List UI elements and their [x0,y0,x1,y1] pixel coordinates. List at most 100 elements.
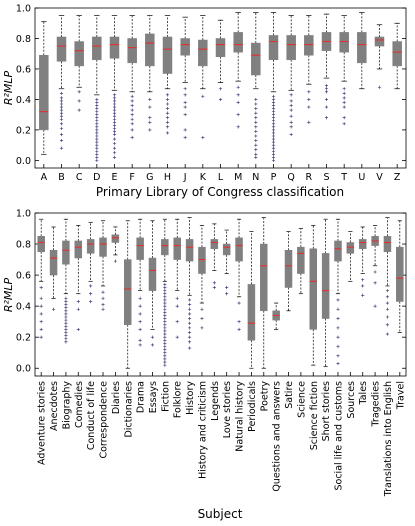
bottom-chart: 0.0 0.2 0.4 0.6 0.8 1.0 Adventure stories Anec… [2,209,407,521]
outlier-point [271,116,276,120]
box-body [111,234,120,243]
outlier-point [95,149,99,153]
outlier-point [289,103,293,108]
box-body [49,250,58,276]
outlier-point [377,85,382,89]
outlier-point [187,330,192,335]
outlier-point [163,304,167,308]
outlier-point [64,337,68,341]
box-body [284,250,293,288]
outlier-point [112,146,117,150]
box-a [39,21,49,155]
outlier-point [271,122,276,126]
outlier-point [236,85,240,89]
outlier-point [112,137,117,141]
box-z [392,22,402,90]
bottom-plot-frame [34,212,407,377]
y-tick-label: 0.0 [16,364,31,375]
outlier-point [336,298,340,302]
x-tick-label: H [164,172,171,183]
x-tick-label: P [271,172,277,183]
outlier-point [59,122,64,126]
outlier-point [336,326,340,330]
x-tick-label: Travel [395,381,406,410]
outlier-point [289,114,293,118]
outlier-point [289,99,293,103]
outlier-point [39,304,43,308]
outlier-point [236,125,240,129]
outlier-point [385,301,390,305]
outlier-point [175,304,179,308]
box-body [215,38,226,58]
box-u [357,12,367,90]
outlier-point [183,105,187,109]
outlier-point [254,143,258,147]
outlier-point [95,137,99,141]
outlier-point [95,134,99,138]
outlier-point [165,131,170,135]
outlier-point [225,292,229,296]
box-love-stories [222,229,231,296]
outlier-point [112,93,117,97]
outlier-point [271,134,276,138]
y-tick-label: 0.4 [16,95,31,106]
outlier-point [254,120,258,124]
outlier-point [342,122,346,126]
outlier-point [271,137,276,141]
box-body [297,246,305,274]
outlier-point [342,105,346,109]
box-k [198,15,208,140]
box-body [374,36,385,47]
outlier-point [271,106,276,111]
box-drama [136,218,144,347]
outlier-point [59,146,64,150]
x-tick-label: Anecdotes [49,381,60,431]
outlier-point [254,129,258,134]
outlier-point [163,301,167,305]
outlier-point [163,282,167,287]
box-m [233,12,243,129]
box-g [145,15,155,132]
x-tick-label: Correspondence [99,381,110,459]
x-tick-label: A [41,172,48,183]
outlier-point [361,278,365,282]
box-t [339,15,349,126]
outlier-point [130,122,134,126]
outlier-point [237,327,241,332]
outlier-point [163,329,167,333]
outlier-point [64,321,68,325]
outlier-point [254,102,258,106]
outlier-point [138,296,142,300]
outlier-point [237,301,241,305]
outlier-point [163,295,167,299]
outlier-point [112,102,117,106]
outlier-point [218,87,223,91]
x-tick-label: Tales [358,381,369,406]
outlier-point [148,116,152,120]
outlier-point [271,113,276,117]
box-body [173,237,181,260]
box-body [286,35,296,61]
outlier-point [271,152,276,156]
box-f [127,15,137,140]
outlier-point [183,100,187,105]
outlier-point [64,302,68,307]
y-tick-label: 0.8 [16,240,31,251]
box-body [198,246,206,274]
box-v [374,24,385,89]
outlier-point [130,108,134,112]
box-s [321,13,332,120]
y-tick-label: 0.8 [16,34,31,45]
outlier-point [201,94,205,98]
y-tick-label: 0.6 [16,64,31,75]
x-tick-label: Folklore [173,381,184,418]
outlier-point [76,327,80,332]
outlier-point [148,128,152,132]
outlier-point [163,285,167,290]
outlier-point [342,116,346,120]
outlier-point [95,143,99,147]
y-tick-label: 0.6 [16,271,31,282]
box-correspondence [99,220,107,311]
box-anecdotes [49,226,58,311]
outlier-point [77,99,81,103]
